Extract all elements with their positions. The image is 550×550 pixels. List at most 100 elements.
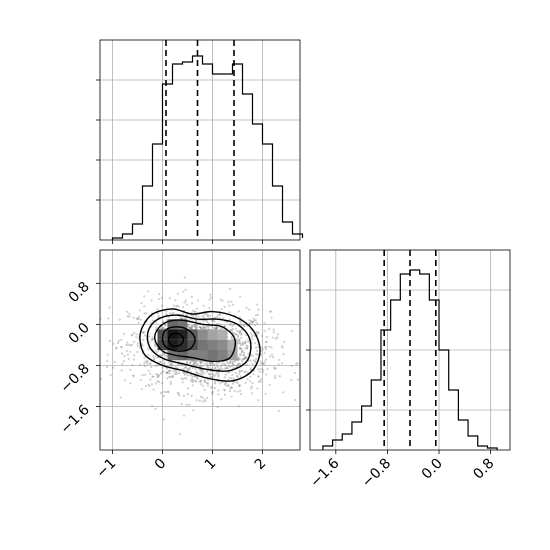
scatter-point — [211, 390, 214, 394]
scatter-point — [172, 375, 175, 378]
scatter-point — [191, 375, 194, 379]
scatter-point — [211, 402, 215, 405]
scatter-point — [129, 350, 132, 353]
scatter-point — [241, 361, 244, 365]
scatter-point — [213, 363, 216, 366]
scatter-point — [207, 327, 210, 330]
scatter-point — [199, 327, 202, 330]
scatter-point — [228, 370, 231, 374]
scatter-point — [190, 359, 194, 363]
scatter-point — [167, 391, 170, 394]
scatter-point — [227, 300, 230, 303]
density-cell — [157, 339, 168, 350]
scatter-point — [245, 333, 248, 337]
scatter-point — [198, 368, 201, 371]
scatter-point — [120, 346, 123, 349]
scatter-point — [235, 380, 238, 383]
scatter-point — [242, 354, 246, 357]
scatter-point — [201, 360, 205, 363]
scatter-point — [234, 333, 237, 336]
scatter-point — [159, 360, 163, 363]
scatter-point — [209, 370, 212, 373]
scatter-point — [265, 335, 268, 339]
scatter-point — [250, 387, 253, 390]
scatter-point — [242, 324, 246, 328]
scatter-point — [120, 338, 123, 342]
scatter-point — [246, 371, 249, 374]
scatter-point — [227, 383, 230, 386]
density-cell — [177, 350, 188, 361]
scatter-point — [194, 324, 197, 327]
scatter-point — [249, 375, 252, 379]
scatter-point — [231, 327, 235, 331]
scatter-point — [212, 319, 215, 322]
scatter-point — [213, 381, 217, 384]
scatter-point — [170, 364, 173, 367]
scatter-point — [235, 365, 238, 369]
scatter-point — [199, 373, 202, 376]
scatter-point — [240, 328, 243, 331]
scatter-point — [192, 378, 195, 382]
scatter-point — [221, 367, 224, 371]
scatter-point — [203, 327, 206, 330]
scatter-point — [244, 340, 247, 343]
density-cell — [177, 329, 188, 340]
scatter-point — [249, 380, 252, 383]
scatter-point — [228, 376, 231, 379]
scatter-point — [263, 322, 266, 325]
scatter-point — [254, 346, 258, 349]
scatter-point — [112, 366, 115, 369]
scatter-point — [237, 332, 241, 335]
scatter-point — [135, 333, 138, 336]
scatter-point — [151, 375, 154, 378]
scatter-point — [244, 370, 247, 373]
scatter-point — [149, 372, 152, 375]
scatter-point — [233, 360, 236, 363]
scatter-point — [283, 340, 286, 343]
scatter-point — [277, 363, 280, 366]
scatter-point — [184, 317, 187, 320]
scatter-point — [194, 326, 198, 329]
scatter-point — [271, 336, 275, 339]
scatter-point — [251, 321, 254, 325]
scatter-point — [247, 352, 250, 355]
scatter-point — [263, 352, 266, 355]
scatter-point — [238, 338, 241, 341]
scatter-point — [216, 326, 219, 329]
scatter-point — [207, 322, 210, 325]
scatter-point — [256, 313, 260, 316]
scatter-point — [257, 308, 260, 311]
scatter-point — [162, 326, 165, 330]
density-cell — [167, 319, 178, 330]
scatter-point — [194, 364, 197, 367]
scatter-point — [203, 400, 207, 403]
scatter-point — [137, 342, 140, 345]
scatter-point — [265, 345, 268, 348]
scatter-point — [182, 377, 185, 381]
scatter-point — [273, 367, 276, 370]
scatter-point — [273, 376, 277, 380]
scatter-point — [175, 305, 178, 308]
scatter-point — [194, 316, 198, 319]
scatter-point — [231, 382, 235, 385]
scatter-point — [168, 375, 171, 379]
scatter-point — [208, 298, 211, 301]
scatter-point — [223, 376, 226, 379]
scatter-point — [203, 398, 206, 401]
scatter-point — [165, 371, 169, 374]
scatter-point — [240, 359, 244, 362]
scatter-point — [263, 362, 266, 366]
scatter-point — [256, 387, 259, 390]
scatter-point — [220, 363, 223, 366]
scatter-point — [192, 362, 195, 365]
scatter-point — [210, 367, 213, 370]
scatter-point — [228, 390, 232, 393]
scatter-point — [174, 369, 177, 372]
scatter-point — [183, 276, 186, 279]
scatter-point — [209, 314, 212, 317]
scatter-point — [201, 400, 204, 403]
scatter-point — [264, 358, 268, 361]
scatter-point — [208, 361, 212, 364]
scatter-point — [237, 362, 240, 365]
scatter-point — [112, 342, 115, 345]
